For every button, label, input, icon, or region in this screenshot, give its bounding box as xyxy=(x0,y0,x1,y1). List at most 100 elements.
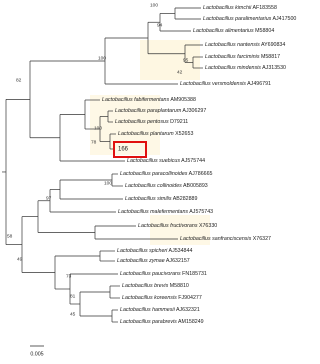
species-name: Lactobacillus spicheri xyxy=(117,248,168,254)
leaf-label: Lactobacillus spicheri AJ534844 xyxy=(117,248,192,254)
species-name: Lactobacillus fabifermentans xyxy=(102,97,169,103)
leaf-label: Lactobacillus farciminis M58817 xyxy=(205,54,280,60)
leaf-label: Lactobacillus alimentarius M58804 xyxy=(193,28,274,34)
accession: X52653 xyxy=(174,131,194,137)
bootstrap-value: 58 xyxy=(7,233,13,239)
species-name: Lactobacillus similis xyxy=(125,196,172,202)
accession: AJ534844 xyxy=(167,248,192,254)
species-name: Lactobacillus parabrevis xyxy=(120,319,177,325)
leaf-label: Lactobacillus fructivorans X76330 xyxy=(138,223,217,229)
species-name: Lactobacillus paucivorans xyxy=(120,271,181,277)
bootstrap-value: 94 xyxy=(157,22,163,28)
species-name: Lactobacillus zymae xyxy=(117,258,165,264)
leaf-label: Lactobacillus fabifermentans AM905388 xyxy=(102,97,196,103)
accession: AJ632321 xyxy=(175,307,200,313)
species-name: Lactobacillus koreensis xyxy=(122,295,177,301)
accession: AM158249 xyxy=(177,319,204,325)
leaf-label: Lactobacillus hammesii AJ632321 xyxy=(120,307,200,313)
accession: X76330 xyxy=(197,223,217,229)
scale-label: 0.005 xyxy=(30,351,43,357)
tree-diagram: Lactobacillus kimchii AF183558Lactobacil… xyxy=(2,2,296,357)
page: {"leaves": [ {"name": "Lactobacillus kim… xyxy=(2,2,297,358)
species-name: Lactobacillus farciminis xyxy=(205,54,260,60)
accession: AF183558 xyxy=(251,5,277,11)
background-tint xyxy=(150,215,210,245)
species-name: Lactobacillus sanfranciscensis xyxy=(180,236,252,242)
leaf-label: Lactobacillus nantensis AY690834 xyxy=(205,42,285,48)
leaf-label: Lactobacillus versmoldensis AJ496791 xyxy=(180,81,271,87)
species-name: Lactobacillus paraplantarum xyxy=(115,108,182,114)
bootstrap-value: 100 xyxy=(94,125,102,131)
bootstrap-value: 42 xyxy=(177,69,183,75)
species-name: Lactobacillus paralimentarius xyxy=(203,16,272,22)
bootstrap-value: 95 xyxy=(183,57,189,63)
leaf-label: Lactobacillus paucivorans FN185731 xyxy=(120,271,207,277)
accession: FN185731 xyxy=(181,271,207,277)
leaf-label: Lactobacillus pentosus D79211 xyxy=(115,119,188,125)
accession: AB282889 xyxy=(172,196,198,202)
leaf-label: Lactobacillus brevis M58810 xyxy=(122,283,189,289)
species-name: Lactobacillus collinoides xyxy=(125,183,182,189)
species-name: Lactobacillus fructivorans xyxy=(138,223,198,229)
leaf-label: Lactobacillus sanfranciscensis X76327 xyxy=(180,236,271,242)
accession: X76327 xyxy=(251,236,271,242)
accession: AJ575743 xyxy=(188,209,213,215)
accession: AJ575744 xyxy=(180,158,205,164)
species-name: Lactobacillus hammesii xyxy=(120,307,176,313)
leaf-label: Lactobacillus koreensis FJ904277 xyxy=(122,295,202,301)
bootstrap-value: 81 xyxy=(70,293,76,299)
leaf-label: Lactobacillus malefermentans AJ575743 xyxy=(118,209,213,215)
accession: M58817 xyxy=(259,54,280,60)
bootstrap-value: 100 xyxy=(104,180,112,186)
bootstrap-value: 78 xyxy=(91,139,97,145)
accession: AJ632157 xyxy=(165,258,190,264)
accession: AB005893 xyxy=(182,183,208,189)
accession: AY690834 xyxy=(260,42,286,48)
bootstrap-value: 49 xyxy=(17,256,23,262)
accession: AJ786665 xyxy=(187,171,212,177)
highlight-label: 166 xyxy=(118,147,129,153)
leaf-label: Lactobacillus mindensis AJ313530 xyxy=(205,65,286,71)
species-name: Lactobacillus suebicus xyxy=(127,158,180,164)
species-name: Lactobacillus pentosus xyxy=(115,119,169,125)
bootstrap-value: 82 xyxy=(16,77,22,83)
leaf-label: Lactobacillus kimchii AF183558 xyxy=(203,5,277,11)
leaf-label: Lactobacillus suebicus AJ575744 xyxy=(127,158,205,164)
leaf-label: Lactobacillus plantarum X52653 xyxy=(118,131,193,137)
species-name: Lactobacillus alimentarius xyxy=(193,28,254,34)
species-name: Lactobacillus brevis xyxy=(122,283,169,289)
highlight-box xyxy=(113,141,147,158)
bootstrap-value: 45 xyxy=(70,311,76,317)
bootstrap-value: 100 xyxy=(98,55,106,61)
bootstrap-value: 97 xyxy=(46,195,52,201)
leaf-label: Lactobacillus paracollinoides AJ786665 xyxy=(120,171,213,177)
leaf-label: Lactobacillus similis AB282889 xyxy=(125,196,197,202)
bootstrap-value: 100 xyxy=(150,2,158,8)
leaf-label: Lactobacillus zymae AJ632157 xyxy=(117,258,190,264)
accession: AJ313530 xyxy=(261,65,286,71)
species-name: Lactobacillus malefermentans xyxy=(118,209,188,215)
leaf-label: Lactobacillus parabrevis AM158249 xyxy=(120,319,204,325)
accession: AM905388 xyxy=(169,97,196,103)
accession: M58810 xyxy=(168,283,189,289)
species-name: Lactobacillus paracollinoides xyxy=(120,171,188,177)
background-tint xyxy=(90,95,160,155)
accession: AJ496791 xyxy=(246,81,271,87)
accession: AJ417500 xyxy=(271,16,296,22)
species-name: Lactobacillus mindensis xyxy=(205,65,261,71)
accession: M58804 xyxy=(254,28,275,34)
bootstrap-value: 73 xyxy=(66,273,72,279)
accession: FJ904277 xyxy=(177,295,202,301)
species-name: Lactobacillus plantarum xyxy=(118,131,174,137)
leaf-label: Lactobacillus paraplantarum AJ306297 xyxy=(115,108,206,114)
accession: AJ306297 xyxy=(181,108,206,114)
branches xyxy=(2,7,203,323)
species-name: Lactobacillus versmoldensis xyxy=(180,81,246,87)
leaf-label: Lactobacillus paralimentarius AJ417500 xyxy=(203,16,296,22)
leaf-label: Lactobacillus collinoides AB005893 xyxy=(125,183,208,189)
species-name: Lactobacillus nantensis xyxy=(205,42,260,48)
leaf-labels: Lactobacillus kimchii AF183558Lactobacil… xyxy=(7,2,296,325)
accession: D79211 xyxy=(169,119,189,125)
species-name: Lactobacillus kimchii xyxy=(203,5,252,11)
background-tint xyxy=(140,40,200,80)
